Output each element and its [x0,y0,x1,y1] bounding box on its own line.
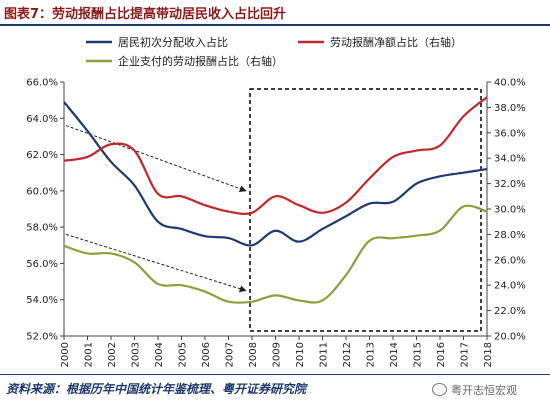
right-tick-label: 34.0% [494,154,526,165]
wechat-icon [432,383,447,396]
legend-item-enterprise-labor-label: 企业支付的劳动报酬占比（右轴） [118,54,283,68]
legend-item-resident-income-label: 居民初次分配收入占比 [118,35,228,49]
right-tick-label: 24.0% [494,281,526,292]
left-tick-label: 52.0% [26,332,58,343]
series-line-resident-income [63,101,488,247]
trend-arrow-upper [65,125,247,192]
series-line-labor-net [63,96,488,215]
highlight-box [249,88,482,332]
left-tick-label: 56.0% [26,259,58,270]
x-tick-label: 2000 [60,342,71,367]
left-tick-label: 58.0% [26,223,58,234]
x-tick-label: 2006 [201,342,212,367]
watermark-text: 粤开志恒宏观 [451,384,517,397]
left-tick-label: 66.0% [26,78,58,89]
right-tick-label: 36.0% [494,128,526,139]
right-tick-label: 28.0% [494,230,526,241]
right-tick-label: 26.0% [494,255,526,266]
right-tick-label: 32.0% [494,179,526,190]
x-tick-label: 2013 [366,342,377,367]
right-tick-label: 22.0% [494,306,526,317]
trend-arrow-lower [65,233,247,293]
x-tick-label: 2004 [154,342,165,367]
line-chart: 52.0% 54.0% 56.0% 58.0% 60.0% 62.0% 64.0% 66.0%… [26,35,526,367]
title-bar: 图表7：劳动报酬占比提高带动居民收入占比回升 [0,0,550,26]
left-tick-label: 60.0% [26,186,58,197]
x-tick-label: 2017 [460,342,471,367]
x-tick-label: 2005 [178,342,189,367]
left-tick-label: 62.0% [26,150,58,161]
x-tick-label: 2001 [84,342,95,367]
x-tick-label: 2014 [389,342,400,367]
right-tick-label: 38.0% [494,103,526,114]
x-tick-label: 2008 [248,342,259,367]
series-line-enterprise-labor [63,204,488,304]
right-tick-label: 30.0% [494,205,526,216]
x-tick-label: 2015 [413,342,424,367]
x-tick-label: 2010 [295,342,306,367]
x-tick-label: 2018 [483,342,494,367]
right-tick-label: 40.0% [494,78,526,89]
x-tick-label: 2016 [436,342,447,367]
right-tick-label: 20.0% [494,332,526,343]
footer-divider [0,374,550,375]
x-tick-label: 2012 [342,342,353,367]
x-tick-label: 2011 [319,342,330,367]
chart-title: 图表7：劳动报酬占比提高带动居民收入占比回升 [4,7,287,22]
left-tick-label: 64.0% [26,114,58,125]
x-tick-label: 2003 [131,342,142,367]
x-tick-label: 2009 [272,342,283,367]
legend-item-labor-net-label: 劳动报酬净额占比（右轴） [330,35,462,49]
left-tick-label: 54.0% [26,295,58,306]
x-tick-label: 2007 [225,342,236,367]
source-note: 资料来源：根据历年中国统计年鉴梳理、粤开证券研究院 [6,382,307,396]
watermark: 粤开志恒宏观 [432,382,517,398]
x-tick-label: 2002 [107,342,118,367]
